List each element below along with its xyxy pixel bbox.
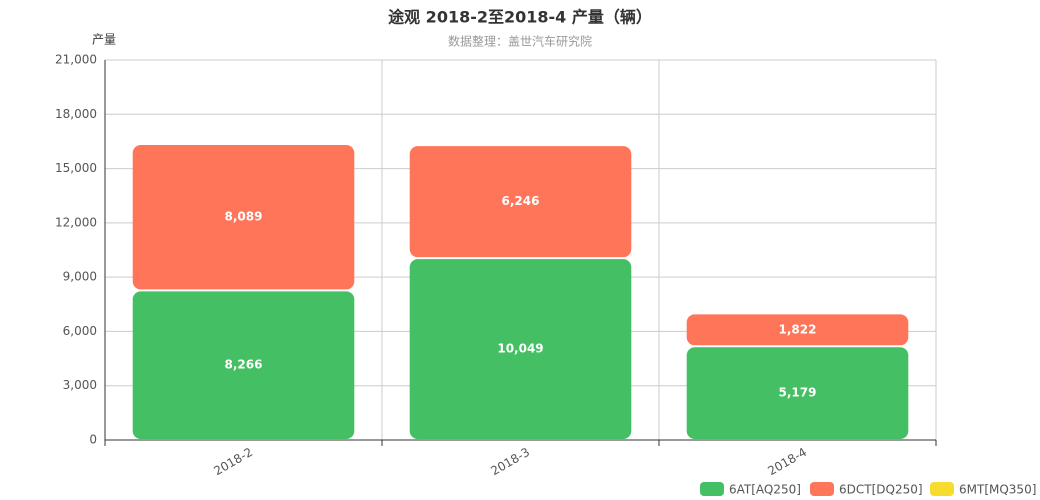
data-label: 8,266 [225,358,263,372]
y-tick-label: 15,000 [55,161,97,175]
y-tick-label: 12,000 [55,215,97,229]
bar-segment [686,347,909,439]
y-axis-label: 产量 [92,33,116,47]
legend-label: 6AT[AQ250] [729,483,801,497]
legend-swatch [930,482,954,496]
y-tick-label: 0 [89,433,97,447]
bar-segment [132,291,355,439]
y-tick-label: 9,000 [63,270,97,284]
chart-title: 途观 2018-2至2018-4 产量（辆） [388,8,652,27]
y-tick-label: 6,000 [63,324,97,338]
data-label: 1,822 [779,322,817,336]
x-tick-label: 2018-2 [211,445,255,478]
legend-label: 6DCT[DQ250] [839,483,923,497]
y-tick-label: 3,000 [63,378,97,392]
bar-segment [409,259,632,439]
legend-swatch [700,482,724,496]
legend-swatch [810,482,834,496]
chart-subtitle: 数据整理：盖世汽车研究院 [448,34,592,49]
data-label: 8,089 [225,210,263,224]
data-label: 6,246 [502,194,540,208]
y-tick-label: 18,000 [55,107,97,121]
bar-segment [686,314,909,346]
bar-segment [132,145,355,290]
bar-segment [409,146,632,258]
x-tick-label: 2018-3 [488,445,532,478]
y-tick-label: 21,000 [55,53,97,67]
legend-label: 6MT[MQ350] [959,483,1036,497]
x-tick-label: 2018-4 [765,445,809,478]
data-label: 5,179 [779,386,817,400]
data-label: 10,049 [497,342,543,356]
